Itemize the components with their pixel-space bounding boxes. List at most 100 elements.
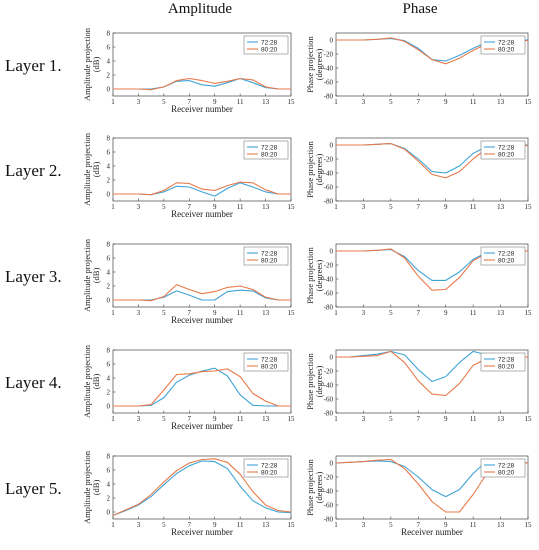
- x-tick-label: 15: [525, 309, 533, 317]
- x-tick-label: 13: [262, 203, 270, 211]
- x-tick-label: 9: [213, 521, 217, 529]
- x-tick-label: 11: [470, 521, 477, 529]
- legend-label: 80:20: [498, 363, 515, 370]
- x-tick-label: 15: [288, 415, 296, 423]
- x-tick-label: 7: [417, 521, 421, 529]
- x-tick-label: 13: [497, 98, 505, 106]
- y-tick-label: 4: [107, 374, 111, 382]
- chart-phase-layer-3: 1 3 5 7 9 11 13 150-20-40-60-8072:2880:20Phase …: [305, 243, 533, 317]
- series-line-80-20: [112, 458, 292, 517]
- chart-phase-layer-4: 1 3 5 7 9 11 13 150-20-40-60-8072:2880:20Phase …: [305, 349, 533, 423]
- y-tick-label: 6: [107, 254, 111, 262]
- x-tick-label: 15: [525, 415, 533, 423]
- legend-label: 80:20: [261, 257, 278, 264]
- y-tick-label: 4: [107, 57, 111, 65]
- x-tick-label: 3: [137, 521, 141, 529]
- x-tick-label: 9: [444, 203, 448, 211]
- y-axis-label: Phase projection(degrees): [305, 459, 324, 516]
- x-axis-label: Receiver number: [171, 209, 233, 219]
- y-axis-label: Phase projection(degrees): [305, 141, 324, 198]
- y-tick-label: 4: [107, 480, 111, 488]
- legend-label: 72:28: [498, 144, 515, 151]
- y-tick-label: 0: [107, 508, 111, 516]
- x-tick-label: 3: [137, 415, 141, 423]
- x-tick-label: 1: [111, 309, 115, 317]
- x-tick-label: 3: [362, 203, 366, 211]
- legend-label: 80:20: [261, 363, 278, 370]
- y-tick-label: 8: [107, 452, 111, 460]
- x-tick-label: 7: [417, 415, 421, 423]
- row-label-layer-3: Layer 3.: [5, 267, 62, 286]
- x-tick-label: 7: [188, 309, 192, 317]
- y-tick-label: 8: [107, 134, 111, 142]
- chart-phase-layer-1: 1 3 5 7 9 11 13 150-20-40-60-8072:2880:20Phase …: [305, 32, 533, 106]
- x-tick-label: 3: [362, 309, 366, 317]
- y-tick-label: 8: [107, 346, 111, 354]
- series-line-72-28: [112, 460, 292, 517]
- x-tick-label: 15: [525, 203, 533, 211]
- legend-label: 72:28: [261, 39, 278, 46]
- y-tick-label: 2: [107, 282, 111, 290]
- series-line-80-20: [113, 368, 291, 407]
- x-tick-label: 9: [213, 415, 217, 423]
- x-tick-label: 11: [470, 203, 477, 211]
- y-tick-label: 6: [107, 148, 111, 156]
- y-tick-label: 8: [107, 29, 111, 37]
- x-tick-label: 3: [137, 309, 141, 317]
- x-axis-label: Receiver number: [171, 421, 233, 431]
- x-tick-label: 15: [525, 98, 533, 106]
- x-tick-label: 5: [162, 203, 166, 211]
- y-tick-label: -60: [324, 395, 334, 403]
- y-tick-label: -40: [324, 169, 334, 177]
- x-tick-label: 13: [497, 203, 505, 211]
- y-axis-label: Amplitude projection(dB): [82, 27, 101, 101]
- x-tick-label: 11: [470, 415, 477, 423]
- x-tick-label: 3: [137, 203, 141, 211]
- y-tick-label: -20: [324, 261, 334, 269]
- x-tick-label: 5: [162, 98, 166, 106]
- x-tick-label: 1: [111, 203, 115, 211]
- y-axis-label: Phase projection(degrees): [305, 247, 324, 304]
- y-tick-label: 6: [107, 466, 111, 474]
- y-tick-label: -80: [324, 409, 334, 417]
- legend-label: 72:28: [498, 39, 515, 46]
- legend-label: 80:20: [261, 151, 278, 158]
- x-tick-label: 11: [237, 309, 244, 317]
- y-tick-label: -40: [324, 275, 334, 283]
- series-line-80-20: [113, 284, 291, 302]
- x-axis-label: Receiver number: [171, 315, 233, 325]
- legend-label: 80:20: [498, 257, 515, 264]
- y-tick-label: 2: [107, 388, 111, 396]
- x-tick-label: 5: [162, 521, 166, 529]
- y-tick-label: -80: [324, 92, 334, 100]
- x-tick-label: 7: [188, 521, 192, 529]
- y-tick-label: 0: [330, 141, 334, 149]
- x-tick-label: 5: [389, 203, 393, 211]
- y-tick-label: 0: [330, 353, 334, 361]
- legend-label: 80:20: [261, 46, 278, 53]
- x-tick-label: 15: [525, 521, 533, 529]
- y-tick-label: -60: [324, 78, 334, 86]
- legend-label: 80:20: [498, 46, 515, 53]
- x-tick-label: 1: [334, 415, 338, 423]
- x-tick-label: 9: [444, 521, 448, 529]
- x-tick-label: 1: [111, 98, 115, 106]
- y-axis-label: Amplitude projection(dB): [82, 238, 101, 312]
- y-axis-label: Phase projection(degrees): [305, 353, 324, 410]
- row-label-layer-1: Layer 1.: [5, 56, 62, 75]
- x-tick-label: 13: [262, 309, 270, 317]
- x-tick-label: 5: [162, 415, 166, 423]
- x-tick-label: 7: [417, 98, 421, 106]
- legend-label: 72:28: [261, 356, 278, 363]
- x-tick-label: 11: [470, 309, 477, 317]
- x-tick-label: 11: [237, 521, 244, 529]
